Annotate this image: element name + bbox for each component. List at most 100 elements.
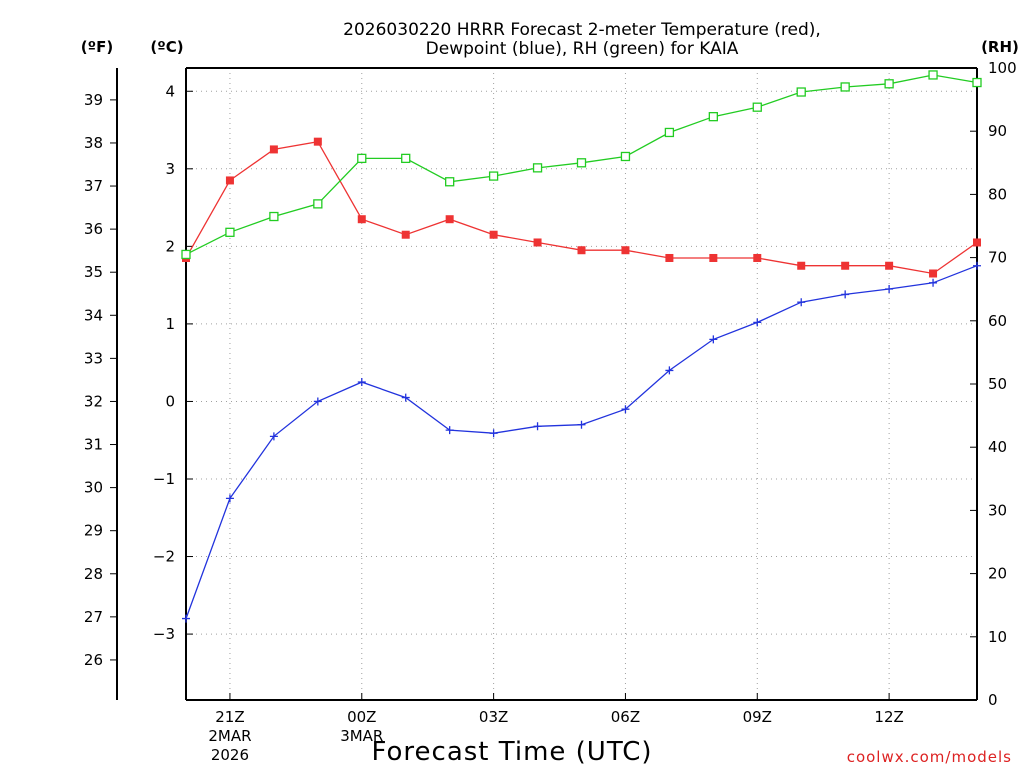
dewpoint-point bbox=[489, 429, 498, 438]
fahrenheit-tick-label: 32 bbox=[84, 392, 103, 410]
dewpoint-point bbox=[225, 494, 234, 503]
relative-humidity-point bbox=[796, 87, 806, 97]
fahrenheit-tick-label: 33 bbox=[84, 349, 103, 367]
relative-humidity-point bbox=[708, 112, 718, 122]
fahrenheit-tick-label: 29 bbox=[84, 522, 103, 540]
celsius-tick-label: 1 bbox=[165, 315, 175, 333]
2-meter-temperature-point bbox=[885, 261, 894, 270]
celsius-tick-label: −2 bbox=[153, 548, 175, 566]
fahrenheit-tick-label: 38 bbox=[84, 134, 103, 152]
fahrenheit-tick-label: 37 bbox=[84, 177, 103, 195]
2-meter-temperature-point bbox=[665, 253, 674, 262]
2-meter-temperature-point bbox=[841, 261, 850, 270]
dewpoint-point bbox=[665, 366, 674, 375]
fahrenheit-tick-label: 30 bbox=[84, 479, 103, 497]
2-meter-temperature-point bbox=[577, 246, 586, 255]
relative-humidity-point bbox=[401, 153, 411, 164]
relative-humidity-point bbox=[664, 127, 675, 138]
dewpoint-point bbox=[313, 397, 322, 406]
2-meter-temperature-point bbox=[929, 269, 938, 278]
relative-humidity-point bbox=[884, 79, 894, 89]
relative-humidity-point bbox=[928, 70, 938, 80]
rh-tick-label: 80 bbox=[988, 185, 1007, 203]
2-meter-temperature-point bbox=[621, 246, 630, 255]
rh-tick-label: 10 bbox=[988, 628, 1007, 646]
fahrenheit-tick-label: 31 bbox=[84, 436, 103, 454]
relative-humidity-point bbox=[269, 211, 279, 222]
celsius-tick-label: −1 bbox=[153, 470, 175, 488]
credit-label: coolwx.com/models bbox=[847, 748, 1012, 766]
x-axis-title: Forecast Time (UTC) bbox=[371, 737, 652, 767]
fahrenheit-unit-label: (ºF) bbox=[81, 38, 113, 56]
x-tick-label: 03Z bbox=[479, 708, 508, 726]
2-meter-temperature-point bbox=[973, 238, 981, 247]
2-meter-temperature-point bbox=[709, 253, 718, 262]
2-meter-temperature-point bbox=[269, 145, 278, 154]
rh-tick-label: 0 bbox=[988, 691, 998, 709]
x-tick-date-label: 3MAR bbox=[340, 727, 383, 745]
fahrenheit-tick-label: 27 bbox=[84, 608, 103, 626]
dewpoint-point bbox=[357, 378, 366, 387]
relative-humidity-point bbox=[972, 77, 982, 88]
dewpoint-point bbox=[753, 318, 762, 327]
2-meter-temperature-point bbox=[489, 230, 498, 239]
relative-humidity-point bbox=[313, 199, 323, 209]
rh-tick-label: 60 bbox=[988, 312, 1007, 330]
2-meter-temperature-point bbox=[753, 253, 762, 262]
series-layer bbox=[181, 70, 982, 623]
relative-humidity-point bbox=[752, 102, 762, 112]
fahrenheit-tick-label: 34 bbox=[84, 306, 103, 324]
2-meter-temperature-point bbox=[357, 215, 366, 224]
fahrenheit-tick-label: 28 bbox=[84, 565, 103, 583]
axes-layer: 43210−1−2−339383736353433323130292827261… bbox=[84, 59, 1017, 764]
relative-humidity-point bbox=[840, 82, 850, 92]
dewpoint-point bbox=[973, 261, 981, 270]
dewpoint-point bbox=[269, 432, 278, 441]
fahrenheit-tick-label: 26 bbox=[84, 651, 103, 669]
x-tick-label: 00Z bbox=[347, 708, 376, 726]
rh-tick-label: 20 bbox=[988, 565, 1007, 583]
2-meter-temperature-point bbox=[797, 261, 806, 270]
dewpoint-point bbox=[533, 422, 542, 431]
celsius-tick-label: −3 bbox=[153, 625, 175, 643]
x-tick-label: 21Z bbox=[215, 708, 244, 726]
fahrenheit-tick-label: 35 bbox=[84, 263, 103, 281]
dewpoint-point bbox=[401, 393, 410, 402]
relative-humidity-point bbox=[357, 153, 367, 164]
relative-humidity-point bbox=[445, 177, 455, 187]
fahrenheit-tick-label: 39 bbox=[84, 91, 103, 109]
rh-tick-label: 70 bbox=[988, 249, 1007, 267]
relative-humidity-point bbox=[532, 163, 543, 173]
x-tick-date-label: 2MAR bbox=[208, 727, 251, 745]
celsius-tick-label: 4 bbox=[165, 82, 175, 100]
2-meter-temperature-point bbox=[533, 238, 542, 247]
rh-tick-label: 40 bbox=[988, 438, 1007, 456]
dewpoint-point bbox=[621, 405, 630, 414]
rh-tick-label: 50 bbox=[988, 375, 1007, 393]
dewpoint-point bbox=[929, 278, 938, 287]
relative-humidity-point bbox=[620, 151, 631, 162]
dewpoint-point bbox=[797, 298, 806, 307]
rh-tick-label: 30 bbox=[988, 501, 1007, 519]
2-meter-temperature-point bbox=[313, 137, 322, 146]
2-meter-temperature-point bbox=[445, 215, 454, 224]
rh-tick-label: 100 bbox=[988, 59, 1017, 77]
dewpoint-line bbox=[185, 265, 978, 619]
celsius-unit-label: (ºC) bbox=[150, 38, 183, 56]
celsius-tick-label: 3 bbox=[165, 160, 175, 178]
x-tick-label: 06Z bbox=[611, 708, 640, 726]
chart-title-line2: Dewpoint (blue), RH (green) for KAIA bbox=[426, 39, 739, 59]
rh-tick-label: 90 bbox=[988, 122, 1007, 140]
dewpoint-point bbox=[841, 290, 850, 299]
rh-unit-label: (RH) bbox=[981, 38, 1019, 56]
dewpoint-point bbox=[182, 614, 190, 623]
celsius-tick-label: 0 bbox=[165, 392, 175, 410]
x-tick-label: 12Z bbox=[874, 708, 903, 726]
2-meter-temperature-point bbox=[225, 176, 234, 185]
x-tick-year-label: 2026 bbox=[211, 746, 249, 764]
dewpoint-point bbox=[445, 426, 454, 435]
relative-humidity-point bbox=[488, 171, 499, 181]
dewpoint-point bbox=[885, 285, 894, 294]
fahrenheit-tick-label: 36 bbox=[84, 220, 103, 238]
